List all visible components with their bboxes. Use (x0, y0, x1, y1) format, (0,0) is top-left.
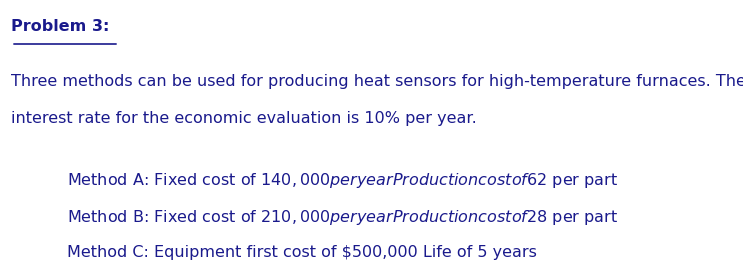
Text: Three methods can be used for producing heat sensors for high-temperature furnac: Three methods can be used for producing … (11, 74, 743, 89)
Text: Problem 3:: Problem 3: (11, 19, 109, 34)
Text: Method C: Equipment first cost of $500,000 Life of 5 years: Method C: Equipment first cost of $500,0… (67, 245, 536, 260)
Text: Method B: Fixed cost of $210,000 per year Production cost of $28 per part: Method B: Fixed cost of $210,000 per yea… (67, 208, 618, 227)
Text: interest rate for the economic evaluation is 10% per year.: interest rate for the economic evaluatio… (11, 111, 477, 127)
Text: Method A: Fixed cost of $140,000 per year Production cost of $62 per part: Method A: Fixed cost of $140,000 per yea… (67, 170, 618, 189)
